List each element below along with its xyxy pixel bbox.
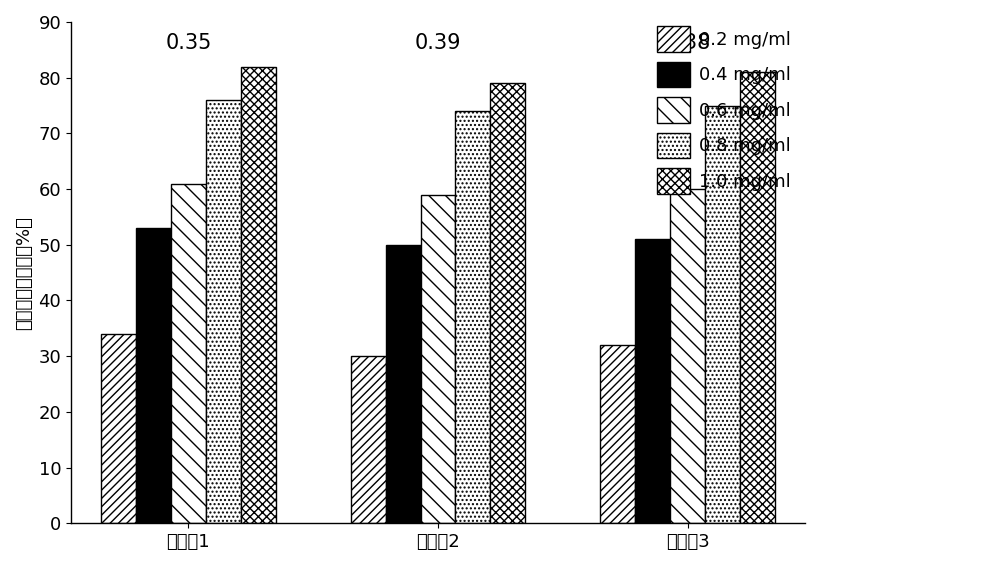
Text: 0.38: 0.38 bbox=[665, 33, 711, 53]
Bar bbox=[490, 83, 525, 524]
Text: 0.39: 0.39 bbox=[415, 33, 461, 53]
Bar bbox=[241, 67, 276, 524]
Bar bbox=[455, 111, 490, 524]
Bar bbox=[386, 245, 421, 524]
Bar bbox=[351, 356, 386, 524]
Bar bbox=[635, 239, 670, 524]
Legend: 0.2 mg/ml, 0.4 mg/ml, 0.6 mg/ml, 0.8 mg/ml, 1.0 mg/ml: 0.2 mg/ml, 0.4 mg/ml, 0.6 mg/ml, 0.8 mg/… bbox=[652, 21, 796, 199]
Y-axis label: 酪氨酸酶抑制率（%）: 酪氨酸酶抑制率（%） bbox=[15, 216, 33, 329]
Text: 0.35: 0.35 bbox=[165, 33, 212, 53]
Bar bbox=[101, 334, 136, 524]
Bar bbox=[136, 228, 171, 524]
Bar bbox=[171, 183, 206, 524]
Bar bbox=[600, 345, 635, 524]
Bar bbox=[740, 72, 775, 524]
Bar bbox=[421, 195, 455, 524]
Bar bbox=[206, 100, 241, 524]
Bar bbox=[705, 105, 740, 524]
Bar bbox=[670, 189, 705, 524]
